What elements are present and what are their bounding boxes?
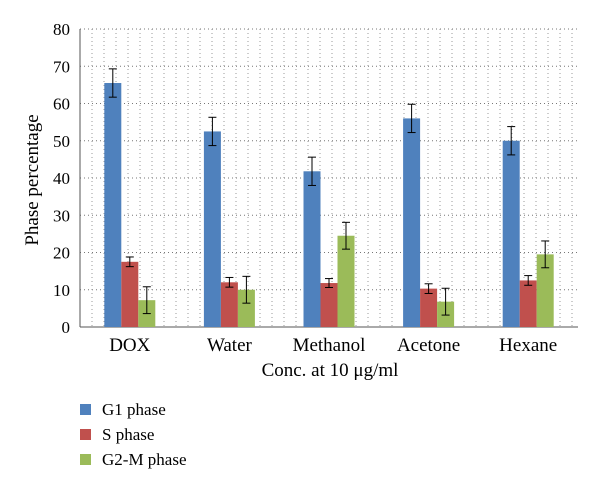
bar-water-s-phase <box>220 282 238 327</box>
bar-water-g1-phase <box>203 131 221 327</box>
legend-label-s: S phase <box>102 424 155 444</box>
x-tick-label-hexane: Hexane <box>499 335 557 356</box>
y-tick-label-60: 60 <box>53 95 70 114</box>
bar-methanol-g1-phase <box>303 171 321 327</box>
bar-acetone-g1-phase <box>403 118 421 328</box>
x-category-labels: DOX Water Methanol Acetone Hexane <box>109 335 557 356</box>
bar-methanol-g2-m-phase <box>337 235 355 327</box>
x-tick-label-methanol: Methanol <box>293 335 366 356</box>
x-tick-label-dox: DOX <box>109 335 150 356</box>
legend-item-g2m: G2-M phase <box>80 447 187 472</box>
legend-label-g2m: G2-M phase <box>102 449 187 469</box>
y-tick-label-10: 10 <box>53 281 70 300</box>
y-axis-title: Phase percentage <box>22 114 43 245</box>
bar-acetone-s-phase <box>420 288 438 327</box>
y-tick-label-50: 50 <box>53 132 70 151</box>
y-tick-label-20: 20 <box>53 244 70 263</box>
bar-water-g2-m-phase <box>237 289 255 327</box>
bar-dox-s-phase <box>121 261 139 327</box>
y-tick-label-80: 80 <box>53 20 70 39</box>
bar-methanol-s-phase <box>320 283 338 327</box>
legend: G1 phase S phase G2-M phase <box>80 397 187 472</box>
x-tick-label-water: Water <box>207 335 253 356</box>
legend-swatch-g2m <box>80 454 91 465</box>
legend-label-g1: G1 phase <box>102 399 166 419</box>
y-tick-label-70: 70 <box>53 57 70 76</box>
bar-dox-g1-phase <box>104 83 122 327</box>
bar-hexane-g1-phase <box>502 140 520 327</box>
bar-hexane-s-phase <box>519 280 537 327</box>
bar-chart: 0 10 20 30 40 50 60 70 80 DOX Water Methanol Aceton… <box>22 20 578 381</box>
bars <box>104 83 554 328</box>
legend-item-s: S phase <box>80 422 187 447</box>
y-tick-label-0: 0 <box>62 318 71 337</box>
legend-swatch-s <box>80 429 91 440</box>
y-tick-label-30: 30 <box>53 206 70 225</box>
y-tick-labels: 0 10 20 30 40 50 60 70 80 <box>53 20 70 337</box>
legend-item-g1: G1 phase <box>80 397 187 422</box>
y-tick-label-40: 40 <box>53 169 70 188</box>
bar-hexane-g2-m-phase <box>536 254 554 327</box>
x-axis-title: Conc. at 10 μg/ml <box>262 360 399 381</box>
error-bars <box>108 68 550 316</box>
x-tick-label-acetone: Acetone <box>397 335 460 356</box>
legend-swatch-g1 <box>80 404 91 415</box>
